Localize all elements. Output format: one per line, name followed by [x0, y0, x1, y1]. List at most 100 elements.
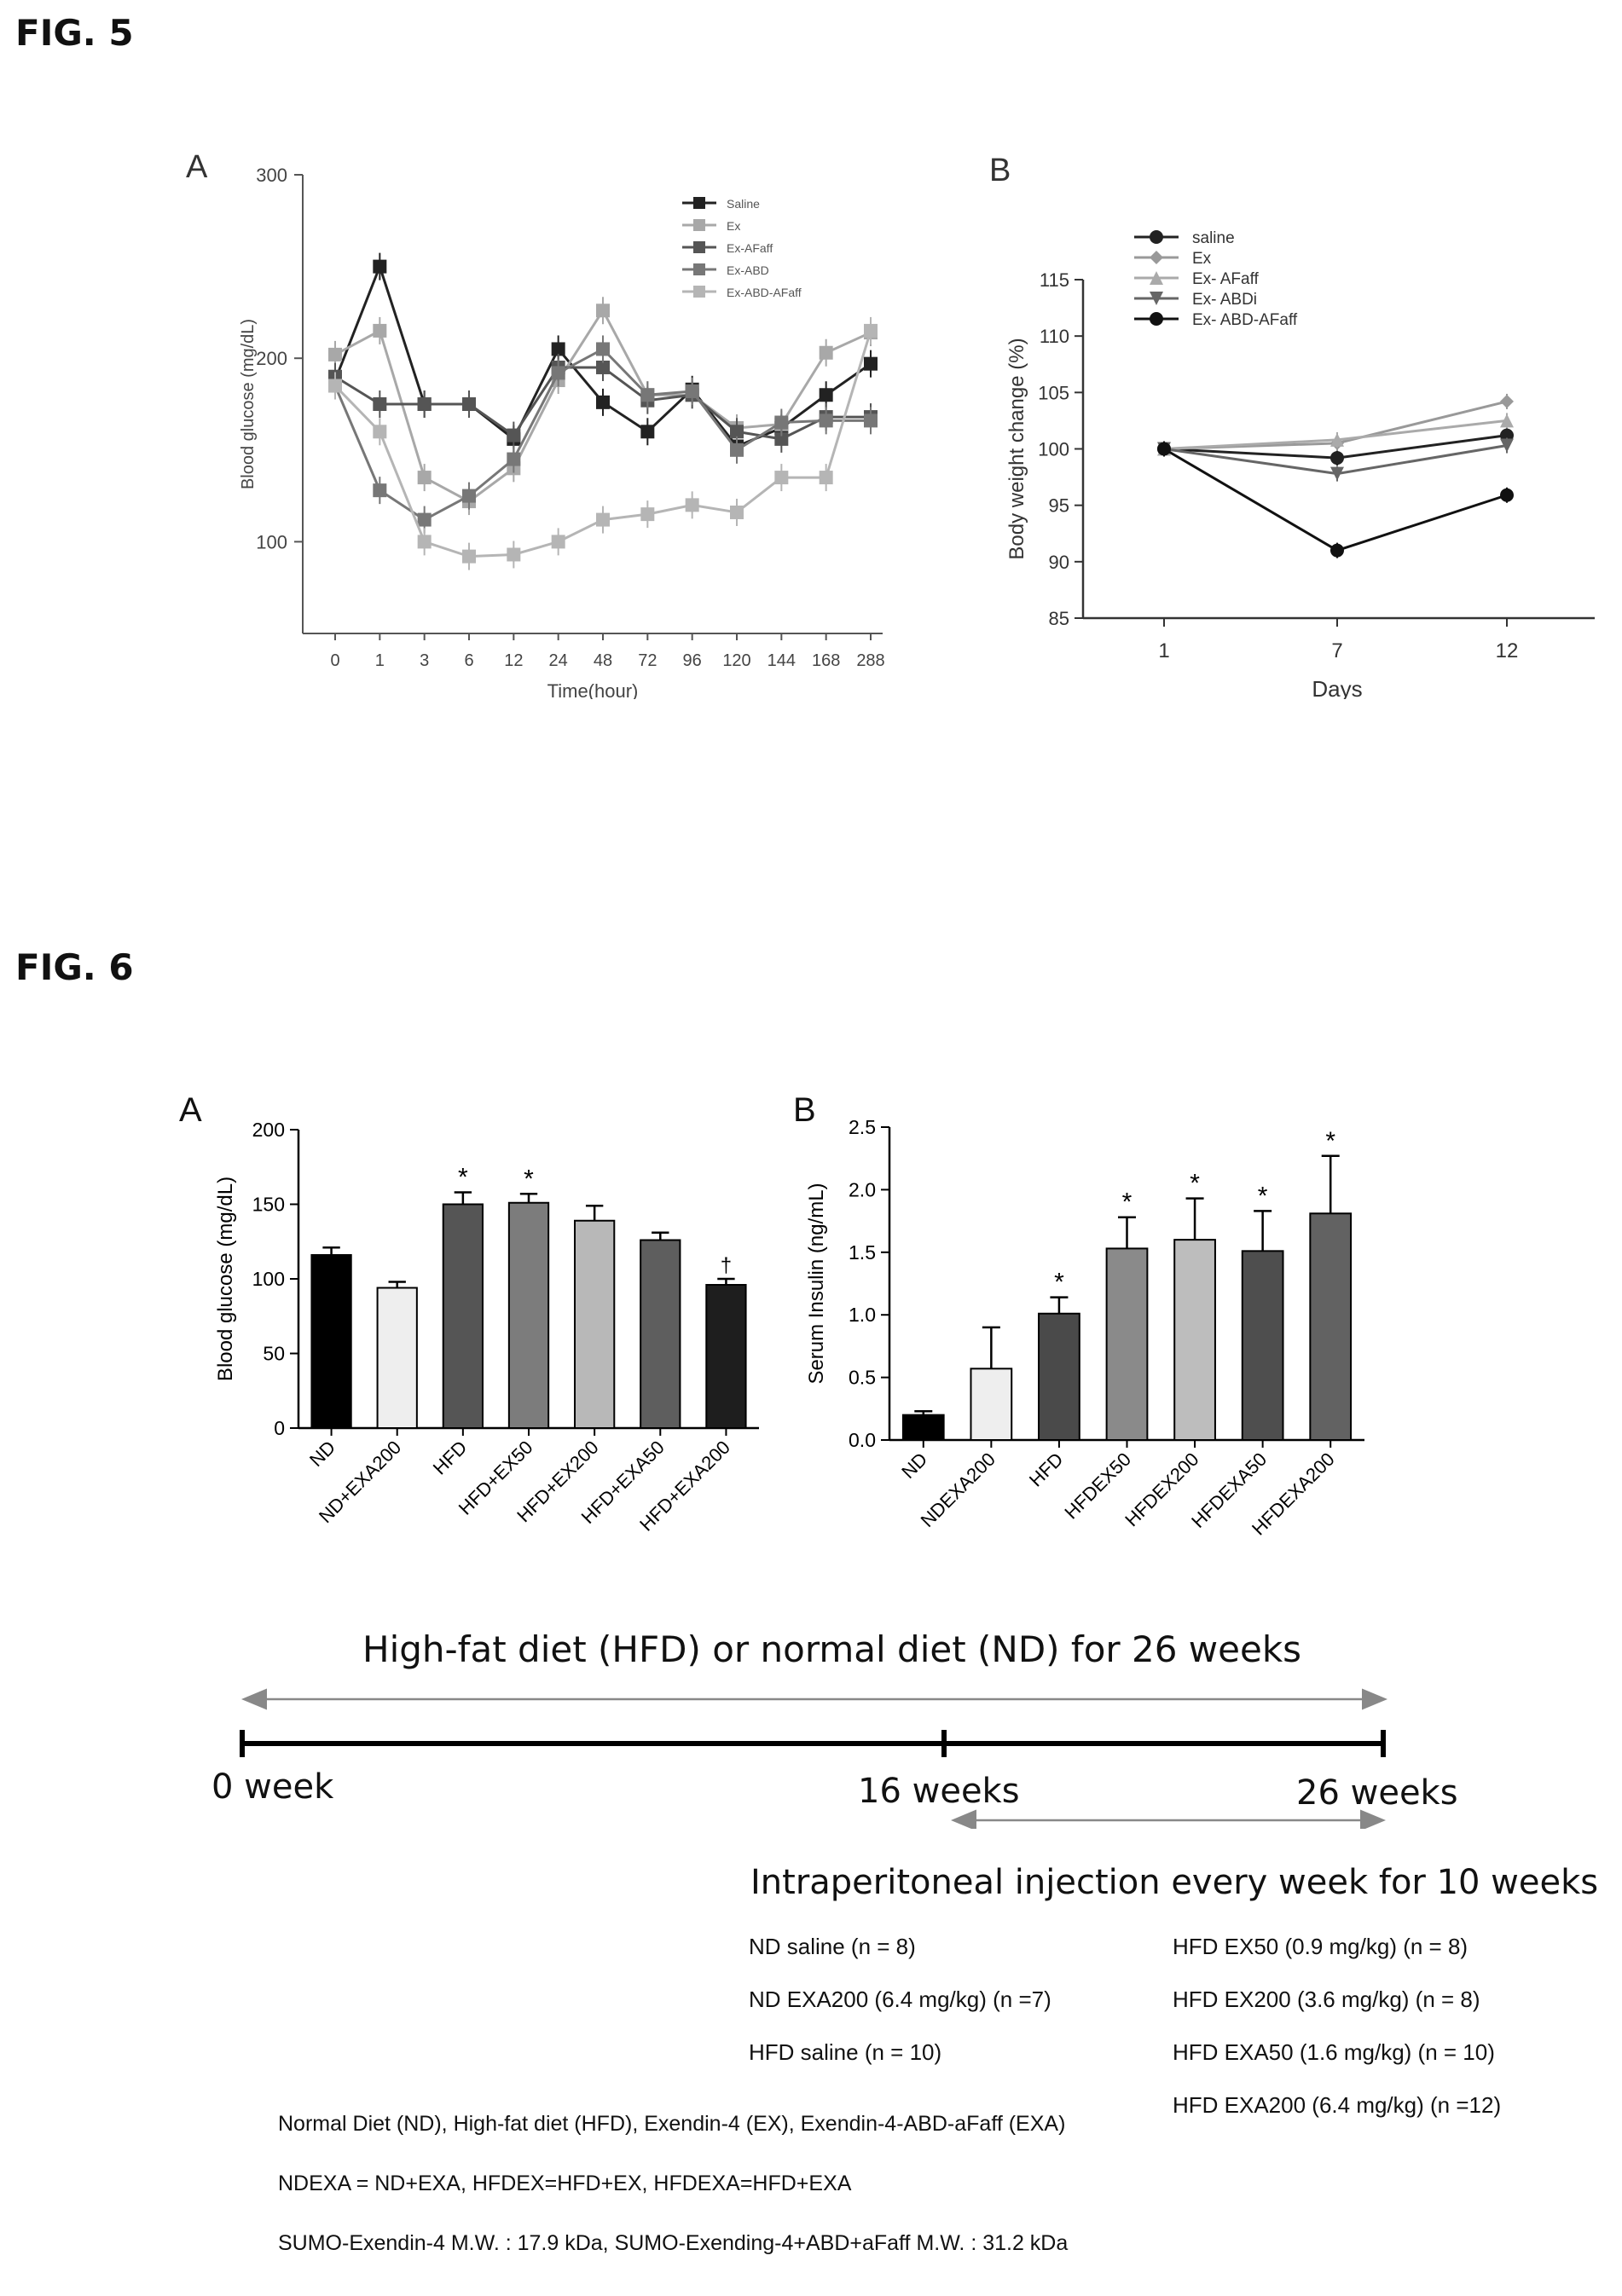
data-point [596, 512, 610, 527]
y-tick-label: 95 [1049, 495, 1069, 517]
legend-marker [1150, 230, 1163, 244]
data-point [819, 388, 833, 402]
bar [1173, 1239, 1216, 1441]
x-tick-label: 96 [683, 651, 702, 670]
legend-label: Ex [727, 219, 740, 233]
significance-marker: * [1190, 1170, 1200, 1198]
bar [901, 1414, 945, 1442]
bar [1105, 1247, 1149, 1441]
y-tick-label: 200 [256, 348, 287, 369]
data-point [373, 397, 387, 411]
y-tick-label: 200 [252, 1119, 285, 1141]
data-point [640, 425, 655, 439]
legend-label: Ex-AFaff [727, 241, 773, 255]
x-axis-label: Time(hour) [547, 680, 639, 699]
y-tick-label: 0.0 [849, 1429, 876, 1451]
y-tick-label: 100 [256, 531, 287, 552]
data-point [373, 323, 387, 338]
y-tick-label: 300 [256, 165, 287, 186]
bar [376, 1287, 418, 1429]
fig6b-panel-letter: B [793, 1091, 816, 1129]
bar [442, 1203, 484, 1429]
x-tick-label: 120 [722, 651, 750, 670]
data-point [685, 384, 699, 398]
y-tick-label: 115 [1040, 269, 1069, 291]
data-point [730, 442, 744, 457]
y-tick-label: 100 [252, 1268, 285, 1290]
timeline-title: High-fat diet (HFD) or normal diet (ND) … [362, 1628, 1302, 1670]
abbreviation-notes: Normal Diet (ND), High-fat diet (HFD), E… [278, 2112, 1068, 2291]
fig6-label: FIG. 6 [15, 946, 134, 988]
data-point [462, 397, 476, 411]
legend-marker [693, 197, 705, 209]
data-point [1330, 466, 1344, 481]
y-axis-label: Serum Insulin (ng/mL) [805, 1183, 828, 1384]
data-point [417, 397, 432, 411]
data-point [1500, 394, 1514, 408]
data-point [417, 512, 432, 527]
injection-title: Intraperitoneal injection every week for… [750, 1863, 1599, 1902]
x-tick-label: 24 [549, 651, 568, 670]
fig6a-panel-letter: A [179, 1091, 202, 1129]
data-point [507, 428, 521, 442]
timeline-mid-label: 16 weeks [858, 1772, 1020, 1811]
y-tick-label: 1.0 [849, 1304, 876, 1326]
x-tick-label: 12 [1496, 639, 1519, 662]
data-point [1330, 543, 1344, 558]
y-axis-label: Blood glucose (mg/dL) [239, 319, 258, 489]
legend-marker [1150, 292, 1163, 305]
data-point [819, 414, 833, 428]
y-tick-label: 105 [1038, 382, 1069, 403]
y-tick-label: 0.5 [849, 1367, 876, 1389]
x-tick-label: 12 [504, 651, 523, 670]
data-point [819, 345, 833, 360]
x-tick-label: 7 [1331, 639, 1342, 662]
data-point [462, 549, 476, 564]
legend-marker [1150, 312, 1163, 326]
data-point [596, 360, 610, 374]
x-tick-label: 1 [375, 651, 385, 670]
legend-marker [693, 241, 705, 253]
y-tick-label: 2.5 [849, 1116, 876, 1138]
data-point [1500, 414, 1514, 428]
x-tick-label: 144 [768, 651, 796, 670]
data-point [328, 347, 342, 361]
y-tick-label: 2.0 [849, 1178, 876, 1200]
significance-marker: * [458, 1164, 468, 1192]
x-tick-label: NDEXA200 [917, 1449, 999, 1531]
group-item: HFD EX200 (3.6 mg/kg) (n = 8) [1173, 1987, 1480, 2012]
x-tick-label: HFD [429, 1437, 472, 1479]
y-tick-label: 0 [274, 1417, 285, 1439]
data-point [373, 259, 387, 274]
data-point [373, 483, 387, 498]
bar [970, 1368, 1013, 1442]
bar [1241, 1250, 1284, 1441]
data-point [551, 342, 565, 356]
x-tick-label: HFD [1025, 1449, 1068, 1491]
legend-label: Ex- ABD-AFaff [1192, 311, 1298, 329]
note-line: SUMO-Exendin-4 M.W. : 17.9 kDa, SUMO-Exe… [278, 2231, 1069, 2255]
y-tick-label: 1.5 [849, 1241, 876, 1264]
fig5b-chart: B 115 110 105 100 95 90 85 1 7 12 Days Body weight … [989, 153, 1595, 699]
group-item: HFD saline (n = 10) [749, 2039, 942, 2065]
legend-label: Ex- ABDi [1192, 291, 1257, 309]
x-tick-label: ND [305, 1437, 339, 1471]
legend-marker [1150, 271, 1163, 285]
bar [310, 1254, 352, 1429]
data-point [1500, 488, 1514, 502]
y-tick-label: 50 [263, 1343, 285, 1365]
bar [507, 1201, 550, 1429]
data-point [1330, 451, 1344, 466]
legend-label: saline [1192, 229, 1235, 247]
bar [574, 1219, 616, 1429]
x-tick-label: 288 [856, 651, 884, 670]
data-point [1500, 438, 1514, 453]
legend-label: Ex-ABD [727, 263, 769, 277]
note-line: NDEXA = ND+EXA, HFDEX=HFD+EX, HFDEXA=HFD… [278, 2172, 852, 2195]
legend-marker [1150, 251, 1163, 264]
fig5a-chart: A 300 200 100 0 1 3 6 12 24 48 72 96 120 144 168 288 Tim… [186, 149, 885, 699]
significance-marker: * [1258, 1182, 1268, 1210]
timeline-graphic [240, 1688, 1387, 1829]
group-item: ND EXA200 (6.4 mg/kg) (n =7) [749, 1987, 1051, 2012]
data-point [417, 471, 432, 485]
